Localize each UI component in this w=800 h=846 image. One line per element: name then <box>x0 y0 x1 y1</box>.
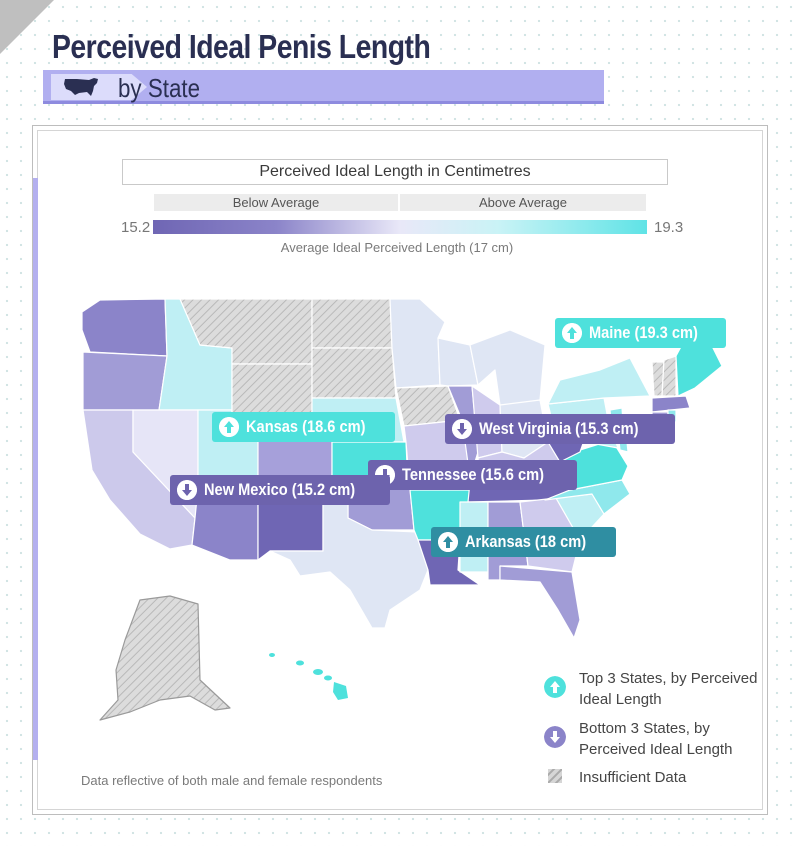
arrow-down-icon <box>544 726 566 748</box>
above-average-label: Above Average <box>400 194 646 211</box>
arrow-up-icon <box>562 323 582 343</box>
state-new-york <box>547 357 651 405</box>
scale-min-label: 15.2 <box>121 219 151 236</box>
state-alaska <box>99 595 231 721</box>
arrow-down-icon <box>452 419 472 439</box>
callout-arkansas: Arkansas (18 cm) <box>431 527 616 557</box>
callout-west-virginia: West Virginia (15.3 cm) <box>445 414 675 444</box>
state-north-dakota <box>311 298 393 349</box>
below-average-label: Below Average <box>154 194 398 211</box>
hatch-swatch-icon <box>548 769 562 783</box>
state-massachusetts <box>651 395 691 413</box>
subtitle-bar: by State <box>43 70 604 104</box>
arrow-down-icon <box>177 480 197 500</box>
subtitle: by State <box>118 73 201 103</box>
state-texas <box>269 497 429 629</box>
callout-new-mexico: New Mexico (15.2 cm) <box>170 475 390 505</box>
legend-title: Perceived Ideal Length in Centimetres <box>122 159 668 185</box>
corner-decoration <box>0 0 54 54</box>
state-south-dakota <box>311 347 397 399</box>
state-new-hampshire <box>661 355 677 397</box>
footnote: Data reflective of both male and female … <box>81 773 383 788</box>
arrow-up-icon <box>544 676 566 698</box>
page-title: Perceived Ideal Penis Length <box>52 28 431 65</box>
callout-maine: Maine (19.3 cm) <box>555 318 726 348</box>
color-scale-bar <box>153 220 647 234</box>
state-hawaii <box>269 653 348 700</box>
arrow-up-icon <box>219 417 239 437</box>
callout-tennessee: Tennessee (15.6 cm) <box>368 460 578 490</box>
arrow-up-icon <box>438 532 458 552</box>
state-washington <box>81 298 168 357</box>
panel-accent-bar <box>33 178 38 760</box>
state-florida <box>499 565 581 639</box>
callout-kansas: Kansas (18.6 cm) <box>212 412 395 442</box>
state-minnesota <box>389 298 446 389</box>
state-oregon <box>82 351 168 411</box>
us-map-icon <box>51 74 147 100</box>
scale-max-label: 19.3 <box>654 219 684 236</box>
average-note: Average Ideal Perceived Length (17 cm) <box>280 240 514 255</box>
